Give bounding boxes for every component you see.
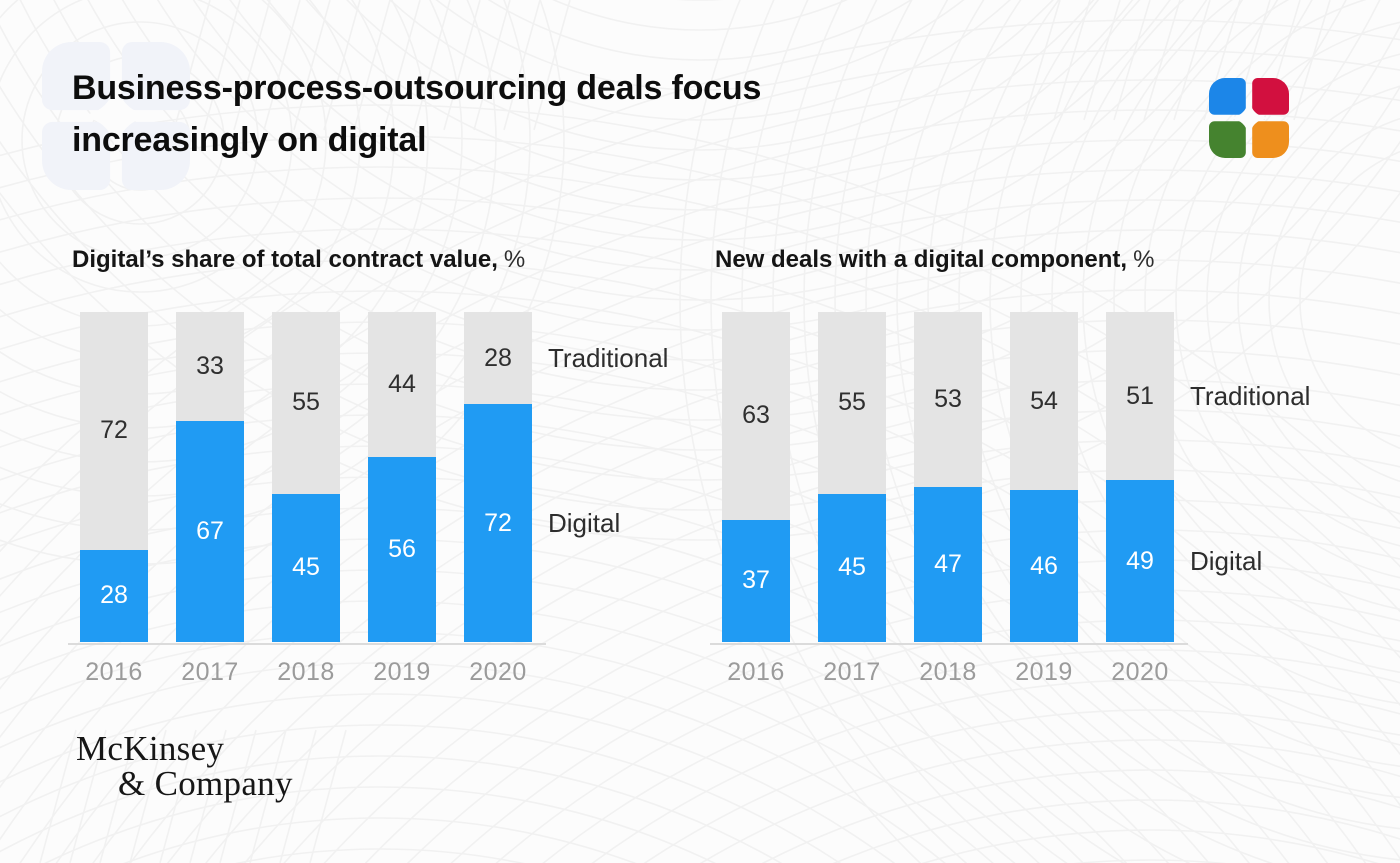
- x-axis-line: [710, 643, 1188, 645]
- series-label-traditional: Traditional: [548, 343, 669, 374]
- bar-value-label: 49: [1126, 546, 1154, 575]
- bar-segment-digital: 72: [464, 404, 532, 642]
- bar-value-label: 28: [484, 343, 512, 372]
- bar-value-label: 45: [292, 553, 320, 582]
- bar-segment-digital: 47: [914, 486, 982, 642]
- bar-value-label: 37: [742, 566, 770, 595]
- category-label: 2016: [85, 658, 143, 686]
- watermark-quad-icon: [42, 42, 190, 190]
- bar-column-2019: 54 46: [1010, 312, 1078, 642]
- bar-segment-traditional: 44: [368, 312, 436, 458]
- series-label-digital: Digital: [1190, 546, 1263, 577]
- bar-column-2020: 51 49: [1106, 312, 1174, 642]
- stacked-bar-chart-left: 72 28 2016 33 67 2017 55 45 2018 44 56 2019 28 72 2020…: [68, 312, 668, 712]
- bar-segment-traditional: 55: [272, 312, 340, 494]
- bar-segment-traditional: 28: [464, 312, 532, 405]
- bar-segment-traditional: 55: [818, 312, 886, 494]
- bar-value-label: 56: [388, 535, 416, 564]
- series-label-traditional: Traditional: [1190, 381, 1311, 412]
- page-title: Business-process-outsourcing deals focus…: [72, 62, 761, 166]
- bar-value-label: 63: [742, 401, 770, 430]
- bar-segment-traditional: 72: [80, 312, 148, 550]
- category-label: 2016: [727, 658, 785, 686]
- bar-column-2018: 53 47: [914, 312, 982, 642]
- chart-title-left-text: Digital’s share of total contract value,: [72, 246, 498, 273]
- category-label: 2020: [469, 658, 527, 686]
- series-label-digital: Digital: [548, 508, 621, 539]
- bar-value-label: 33: [196, 351, 224, 380]
- mckinsey-logo: McKinsey & Company: [76, 731, 293, 801]
- chart-title-left-unit: %: [503, 246, 526, 273]
- bar-segment-digital: 49: [1106, 480, 1174, 642]
- page-title-line2: increasingly on digital: [72, 121, 427, 159]
- bar-value-label: 47: [934, 549, 962, 578]
- category-label: 2020: [1111, 658, 1169, 686]
- category-label: 2018: [919, 658, 977, 686]
- chart-title-right-text: New deals with a digital component,: [715, 246, 1128, 273]
- bar-value-label: 72: [484, 508, 512, 537]
- category-label: 2018: [277, 658, 335, 686]
- mckinsey-logo-line2: & Company: [118, 764, 293, 803]
- category-label: 2019: [1015, 658, 1073, 686]
- bar-segment-digital: 37: [722, 519, 790, 642]
- bar-segment-traditional: 53: [914, 312, 982, 487]
- bar-segment-digital: 28: [80, 549, 148, 642]
- bar-column-2017: 33 67: [176, 312, 244, 642]
- bar-segment-digital: 45: [272, 493, 340, 642]
- bar-segment-digital: 67: [176, 420, 244, 642]
- bar-value-label: 28: [100, 581, 128, 610]
- category-label: 2017: [823, 658, 881, 686]
- bar-column-2020: 28 72: [464, 312, 532, 642]
- bar-value-label: 67: [196, 516, 224, 545]
- x-axis-line: [68, 643, 546, 645]
- bar-value-label: 51: [1126, 381, 1154, 410]
- chart-title-right-unit: %: [1133, 246, 1155, 273]
- bar-value-label: 54: [1030, 386, 1058, 415]
- brand-mark-icon: [1209, 78, 1289, 158]
- bar-value-label: 55: [838, 388, 866, 417]
- bar-segment-digital: 56: [368, 457, 436, 642]
- bar-segment-traditional: 63: [722, 312, 790, 520]
- bar-value-label: 45: [838, 553, 866, 582]
- category-label: 2017: [181, 658, 239, 686]
- bar-segment-traditional: 33: [176, 312, 244, 421]
- bar-segment-traditional: 54: [1010, 312, 1078, 491]
- bar-column-2019: 44 56: [368, 312, 436, 642]
- bar-column-2017: 55 45: [818, 312, 886, 642]
- chart-title-left: Digital’s share of total contract value,…: [72, 246, 525, 274]
- bar-segment-digital: 45: [818, 493, 886, 642]
- bar-segment-digital: 46: [1010, 490, 1078, 642]
- bar-value-label: 55: [292, 388, 320, 417]
- bar-value-label: 72: [100, 416, 128, 445]
- mckinsey-logo-line1: McKinsey: [76, 729, 225, 768]
- bar-column-2016: 63 37: [722, 312, 790, 642]
- stacked-bar-chart-right: 63 37 2016 55 45 2017 53 47 2018 54 46 2019 51 49 2020…: [710, 312, 1310, 712]
- bar-column-2016: 72 28: [80, 312, 148, 642]
- bar-value-label: 44: [388, 370, 416, 399]
- page-title-line1: Business-process-outsourcing deals focus: [72, 69, 762, 107]
- bar-value-label: 53: [934, 384, 962, 413]
- bar-segment-traditional: 51: [1106, 312, 1174, 481]
- category-label: 2019: [373, 658, 431, 686]
- bar-column-2018: 55 45: [272, 312, 340, 642]
- bar-value-label: 46: [1030, 551, 1058, 580]
- chart-title-right: New deals with a digital component,%: [715, 246, 1154, 274]
